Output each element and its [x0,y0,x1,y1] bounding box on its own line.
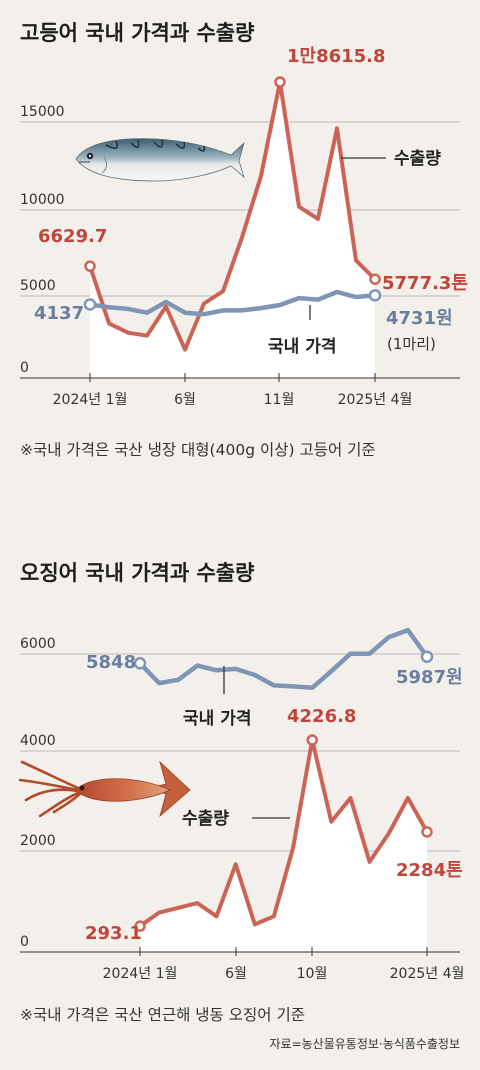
y-tick-label: 10000 [20,192,65,208]
chart1-export-series-label: 수출량 [394,149,441,169]
chart1-title: 고등어 국내 가격과 수출량 [20,21,254,45]
chart1-price-unit-label: (1마리) [387,335,436,353]
mackerel-icon [75,138,245,182]
chart2-x-axis: 2024년 1월 6월 10월 2025년 4월 [103,947,465,982]
x-tick-label: 6월 [174,392,196,408]
y-tick-label: 4000 [20,733,56,749]
chart1-export-start-label: 6629.7 [38,226,107,247]
chart1-export-area [90,82,375,378]
chart1-markers [83,76,382,311]
price-point-marker [368,289,382,302]
chart2-price-series-label: 국내 가격 [183,709,251,729]
chart2-export-line [138,738,429,929]
x-tick-label: 10월 [297,966,328,982]
export-point-marker [306,734,318,746]
chart2-export-end-label: 2284톤 [396,860,463,881]
chart1-export-peak-label: 1만8615.8 [287,46,386,67]
chart1-export-line [88,80,377,352]
export-point-marker [369,273,381,285]
x-tick-label: 6월 [225,966,247,982]
chart2-export-peak-label: 4226.8 [287,706,356,727]
chart2-export-series-label: 수출량 [182,809,229,829]
y-tick-label: 6000 [20,636,56,652]
export-point-marker [134,920,146,932]
chart1-price-series-label: 국내 가격 [268,337,336,357]
chart2-price-start-label: 5848 [86,652,136,673]
chart1-price-end-label: 4731원 [386,308,453,329]
chart2-export-area [140,740,427,952]
export-point-marker [274,76,286,88]
chart2-note: ※국내 가격은 국산 연근해 냉동 오징어 기준 [20,1006,305,1024]
price-point-marker [420,650,434,663]
export-point-marker [421,826,433,838]
x-tick-label: 11월 [264,392,295,408]
price-point-marker [83,298,97,311]
chart1-note: ※국내 가격은 국산 냉장 대형(400g 이상) 고등어 기준 [20,441,376,459]
chart1-price-line [87,289,378,317]
export-point-marker [84,260,96,272]
y-tick-label: 2000 [20,833,56,849]
chart1-y-axis: 15000 10000 5000 0 [20,104,65,376]
y-tick-label: 0 [20,360,29,376]
y-tick-label: 15000 [20,104,65,120]
chart2-title: 오징어 국내 가격과 수출량 [20,561,254,585]
chart1-x-axis: 2024년 1월 6월 11월 2025년 4월 [53,373,413,408]
x-tick-label: 2024년 1월 [103,966,178,982]
squid-icon [18,760,191,818]
y-tick-label: 0 [20,934,29,950]
chart2-markers [133,650,434,932]
source-credit: 자료=농산물유통정보·농식품수출정보 [269,1037,460,1051]
chart1-price-start-label: 4137 [34,303,84,324]
y-tick-label: 5000 [20,278,56,294]
chart2-y-axis: 6000 4000 2000 0 [20,636,56,950]
x-tick-label: 2025년 4월 [338,392,413,408]
x-tick-label: 2025년 4월 [390,966,465,982]
chart2-price-line [137,627,430,691]
x-tick-label: 2024년 1월 [53,392,128,408]
price-point-marker [133,657,147,670]
chart2-price-end-label: 5987원 [396,667,463,688]
chart2-export-start-label: 293.1 [85,923,142,944]
chart1-export-end-label: 5777.3톤 [382,273,468,294]
